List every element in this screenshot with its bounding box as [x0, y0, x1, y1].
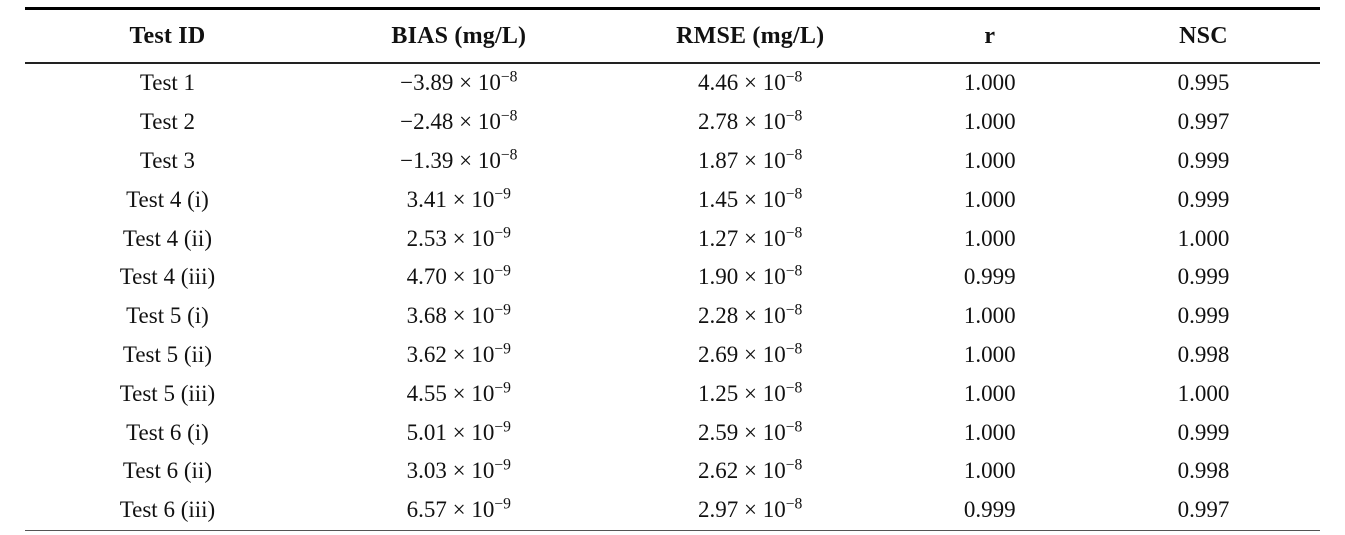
test-id-cell: Test 5 (iii) — [119, 380, 216, 406]
rmse-cell: 1.27 × 10−8 — [698, 223, 803, 251]
table-row: Test 5 (iii) 4.55 × 10−9 1.25 × 10−8 1.000 1… — [25, 374, 1320, 413]
column-header-bias: BIAS (mg/L) — [309, 8, 608, 64]
nsc-cell: 0.997 — [1177, 497, 1230, 523]
rmse-cell: 2.62 × 10−8 — [698, 456, 803, 484]
rmse-cell: 2.28 × 10−8 — [698, 301, 803, 329]
model-performance-table: Test ID BIAS (mg/L) RMSE (mg/L) r NSC Te… — [25, 7, 1320, 531]
r-cell: 1.000 — [963, 147, 1016, 173]
r-cell: 0.999 — [963, 264, 1016, 290]
table-row: Test 5 (i) 3.68 × 10−9 2.28 × 10−8 1.000 0.9… — [25, 297, 1320, 336]
nsc-cell: 0.998 — [1177, 458, 1230, 484]
bias-cell: 4.70 × 10−9 — [406, 262, 511, 290]
bias-cell: −2.48 × 10−8 — [400, 107, 518, 135]
r-cell: 0.999 — [963, 497, 1016, 523]
nsc-cell: 0.998 — [1177, 341, 1230, 367]
column-header-rmse: RMSE (mg/L) — [607, 8, 893, 64]
test-id-cell: Test 4 (ii) — [122, 225, 212, 251]
table-row: Test 6 (ii) 3.03 × 10−9 2.62 × 10−8 1.000 0.… — [25, 452, 1320, 491]
bias-cell: 4.55 × 10−9 — [406, 379, 511, 406]
table-body: Test 1 −3.89 × 10−8 4.46 × 10−8 1.000 0.995 T… — [25, 63, 1320, 530]
table-row: Test 4 (iii) 4.70 × 10−9 1.90 × 10−8 0.999 0… — [25, 258, 1320, 297]
r-cell: 1.000 — [963, 225, 1016, 251]
table-row: Test 2 −2.48 × 10−8 2.78 × 10−8 1.000 0.997 — [25, 103, 1320, 142]
test-id-cell: Test 5 (ii) — [122, 341, 212, 367]
bias-cell: 3.68 × 10−9 — [406, 301, 511, 329]
bias-cell: −1.39 × 10−8 — [400, 146, 518, 173]
rmse-cell: 2.69 × 10−8 — [698, 340, 803, 367]
column-header-nsc: NSC — [1086, 8, 1320, 64]
nsc-cell: 0.999 — [1177, 264, 1230, 290]
rmse-cell: 2.59 × 10−8 — [698, 417, 803, 445]
table-row: Test 6 (i) 5.01 × 10−9 2.59 × 10−8 1.000 0.9… — [25, 413, 1320, 452]
bias-cell: 3.62 × 10−9 — [406, 340, 511, 367]
r-cell: 1.000 — [963, 186, 1016, 212]
test-id-cell: Test 6 (ii) — [122, 458, 212, 484]
table-row: Test 6 (iii) 6.57 × 10−9 2.97 × 10−8 0.999 0… — [25, 491, 1320, 530]
nsc-cell: 0.999 — [1177, 419, 1230, 445]
nsc-cell: 0.997 — [1177, 109, 1230, 135]
rmse-cell: 4.46 × 10−8 — [698, 68, 803, 96]
r-cell: 1.000 — [963, 380, 1016, 406]
nsc-cell: 1.000 — [1177, 225, 1230, 251]
test-id-cell: Test 4 (iii) — [119, 264, 216, 290]
r-cell: 1.000 — [963, 341, 1016, 367]
r-cell: 1.000 — [963, 70, 1016, 96]
nsc-cell: 0.999 — [1177, 186, 1230, 212]
rmse-cell: 1.87 × 10−8 — [698, 146, 803, 173]
nsc-cell: 0.999 — [1177, 147, 1230, 173]
rmse-cell: 2.97 × 10−8 — [698, 495, 803, 523]
test-id-cell: Test 1 — [139, 70, 196, 96]
test-id-cell: Test 6 (iii) — [119, 497, 216, 523]
column-header-r: r — [892, 8, 1087, 64]
bias-cell: 3.03 × 10−9 — [406, 456, 511, 484]
table-row: Test 5 (ii) 3.62 × 10−9 2.69 × 10−8 1.000 0.… — [25, 336, 1320, 375]
table-row: Test 1 −3.89 × 10−8 4.46 × 10−8 1.000 0.995 — [25, 63, 1320, 103]
rmse-cell: 2.78 × 10−8 — [698, 107, 803, 135]
r-cell: 1.000 — [963, 419, 1016, 445]
table-row: Test 3 −1.39 × 10−8 1.87 × 10−8 1.000 0.999 — [25, 142, 1320, 181]
table-row: Test 4 (i) 3.41 × 10−9 1.45 × 10−8 1.000 0.9… — [25, 180, 1320, 219]
rmse-cell: 1.45 × 10−8 — [698, 185, 803, 212]
nsc-cell: 0.999 — [1177, 303, 1230, 329]
r-cell: 1.000 — [963, 458, 1016, 484]
table-row: Test 4 (ii) 2.53 × 10−9 1.27 × 10−8 1.000 1.… — [25, 219, 1320, 258]
bias-cell: −3.89 × 10−8 — [400, 68, 518, 96]
table-header: Test ID BIAS (mg/L) RMSE (mg/L) r NSC — [25, 8, 1320, 64]
r-cell: 1.000 — [963, 109, 1016, 135]
test-id-cell: Test 4 (i) — [126, 186, 209, 212]
rmse-cell: 1.25 × 10−8 — [698, 379, 803, 406]
test-id-cell: Test 2 — [139, 109, 196, 135]
column-header-test-id: Test ID — [25, 8, 310, 64]
r-cell: 1.000 — [963, 303, 1016, 329]
nsc-cell: 0.995 — [1177, 70, 1230, 96]
test-id-cell: Test 5 (i) — [126, 303, 209, 329]
rmse-cell: 1.90 × 10−8 — [698, 262, 803, 290]
bias-cell: 2.53 × 10−9 — [406, 223, 511, 251]
bias-cell: 3.41 × 10−9 — [406, 185, 511, 212]
header-row: Test ID BIAS (mg/L) RMSE (mg/L) r NSC — [25, 8, 1320, 64]
nsc-cell: 1.000 — [1177, 380, 1230, 406]
bias-cell: 5.01 × 10−9 — [406, 417, 511, 445]
bias-cell: 6.57 × 10−9 — [406, 495, 511, 523]
test-id-cell: Test 3 — [139, 147, 196, 173]
test-id-cell: Test 6 (i) — [126, 419, 209, 445]
